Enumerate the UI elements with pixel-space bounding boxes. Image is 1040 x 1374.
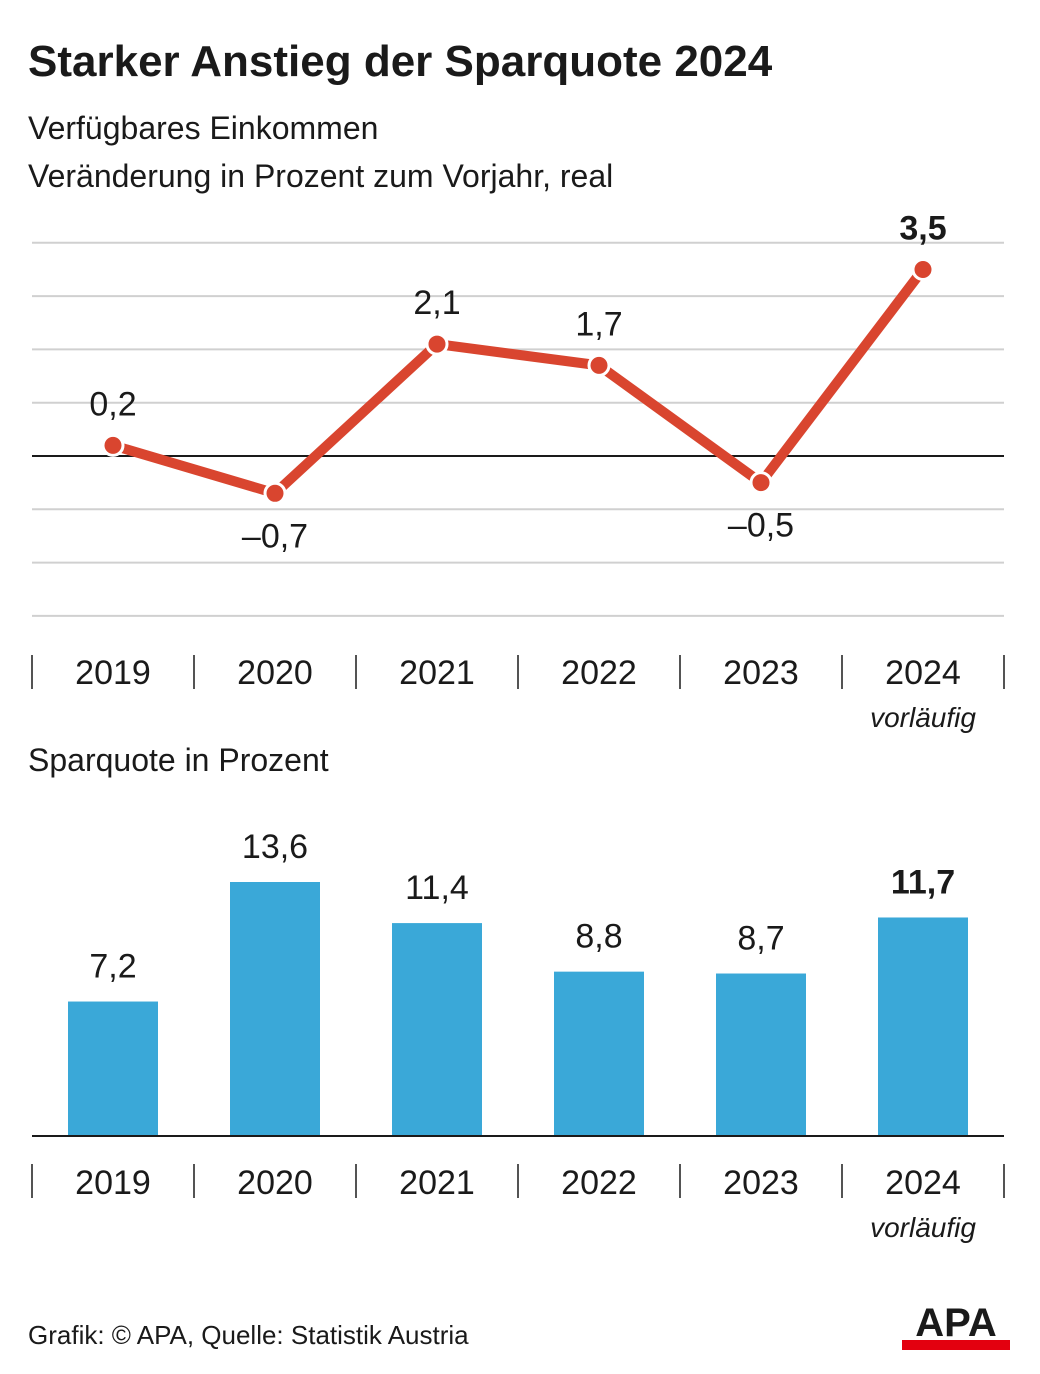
bar-chart-x-label: 2019 [75,1164,151,1202]
bar-chart-x-label: 2022 [561,1164,637,1202]
bar-chart-bar [878,917,968,1136]
line-chart-subtitle-2: Veränderung in Prozent zum Vorjahr, real [28,158,614,194]
line-chart-x-label: 2024 [885,654,961,692]
line-chart-x-label: 2019 [75,654,151,692]
line-chart-data-label: –0,7 [242,517,308,555]
bar-chart-data-label: 11,7 [891,863,955,901]
bar-chart-subtitle: Sparquote in Prozent [28,742,329,778]
line-chart-point [425,332,449,356]
bar-chart: 7,2 13,6 11,4 8,8 8,7 11,7 2019 2020 2021 2022 202… [31,828,1005,1243]
line-chart-x-label: 2023 [723,654,799,692]
bar-chart-data-label: 11,4 [405,869,469,907]
line-chart-x-note: vorläufig [870,702,976,733]
bar-chart-data-label: 8,8 [575,918,622,956]
bar-chart-data-label: 7,2 [89,948,136,986]
line-chart-point [911,257,935,281]
line-chart-subtitle-1: Verfügbares Einkommen [28,110,379,146]
line-chart-data-label: –0,5 [728,507,794,545]
bar-chart-bar [68,1001,158,1136]
line-chart: 0,2 –0,7 2,1 1,7 –0,5 3,5 2019 2020 2021 2022 2023… [31,209,1005,733]
source-credit: Grafik: © APA, Quelle: Statistik Austria [28,1320,469,1350]
line-chart-data-label: 1,7 [575,305,622,343]
line-chart-point [101,433,125,457]
line-chart-x-label: 2022 [561,654,637,692]
line-chart-data-label: 0,2 [89,385,136,423]
bar-chart-x-note: vorläufig [870,1212,976,1243]
page-title: Starker Anstieg der Sparquote 2024 [28,37,773,86]
bar-chart-x-label: 2023 [723,1164,799,1202]
line-chart-data-label: 2,1 [413,284,460,322]
apa-logo: APA [902,1301,1010,1350]
logo-red-bar [902,1340,1010,1350]
line-chart-x-label: 2021 [399,654,475,692]
bar-chart-bar [392,923,482,1136]
bar-chart-x-label: 2021 [399,1164,475,1202]
line-chart-point [263,481,287,505]
bar-chart-x-label: 2020 [237,1164,313,1202]
bar-chart-data-label: 8,7 [737,920,784,958]
bar-chart-bar [716,973,806,1136]
line-chart-data-label: 3,5 [899,209,946,247]
bar-chart-data-label: 13,6 [242,828,308,866]
line-chart-point [749,471,773,495]
logo-text: APA [915,1301,996,1345]
line-chart-series-line [108,264,928,499]
bar-chart-bar [230,882,320,1136]
line-chart-point [587,353,611,377]
bar-chart-x-label: 2024 [885,1164,961,1202]
line-chart-x-label: 2020 [237,654,313,692]
bar-chart-bar [554,971,644,1136]
